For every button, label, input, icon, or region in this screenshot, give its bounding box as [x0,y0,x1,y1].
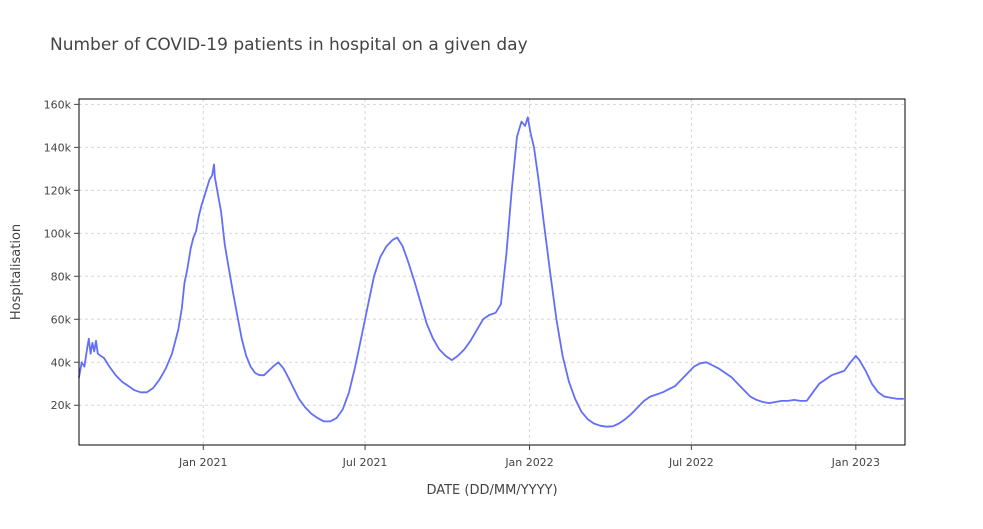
y-tick-label: 160k [44,98,72,111]
chart-title: Number of COVID-19 patients in hospital … [50,35,528,55]
y-axis-title: Hospitalisation [9,224,24,320]
y-tick-label: 100k [44,227,72,240]
y-tick-label: 140k [44,141,72,154]
x-tick-label: Jul 2022 [668,456,714,469]
x-axis-title: DATE (DD/MM/YYYY) [426,483,557,498]
y-tick-label: 60k [51,313,72,326]
y-tick-label: 40k [51,356,72,369]
gridlines [79,99,905,445]
x-tick-label: Jan 2022 [504,456,553,469]
hospitalisation-series-line [79,117,903,426]
y-tick-label: 120k [44,184,72,197]
x-tick-label: Jan 2021 [178,456,227,469]
y-axis: 20k 40k 60k 80k 100k 120k 140k 160k [44,98,79,412]
series-layer [79,117,903,426]
x-tick-label: Jul 2021 [342,456,388,469]
y-tick-label: 80k [51,270,72,283]
x-tick-label: Jan 2023 [831,456,880,469]
x-axis: Jan 2021 Jul 2021 Jan 2022 Jul 2022 Jan 2023 [178,445,880,469]
y-tick-label: 20k [51,399,72,412]
